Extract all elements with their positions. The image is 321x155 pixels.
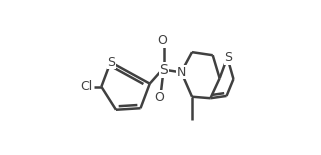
Text: N: N: [177, 66, 186, 79]
Text: O: O: [157, 34, 167, 47]
Text: S: S: [159, 63, 168, 77]
Text: S: S: [107, 56, 115, 69]
Text: Cl: Cl: [81, 80, 93, 93]
Text: S: S: [225, 51, 232, 64]
Text: O: O: [154, 91, 164, 104]
